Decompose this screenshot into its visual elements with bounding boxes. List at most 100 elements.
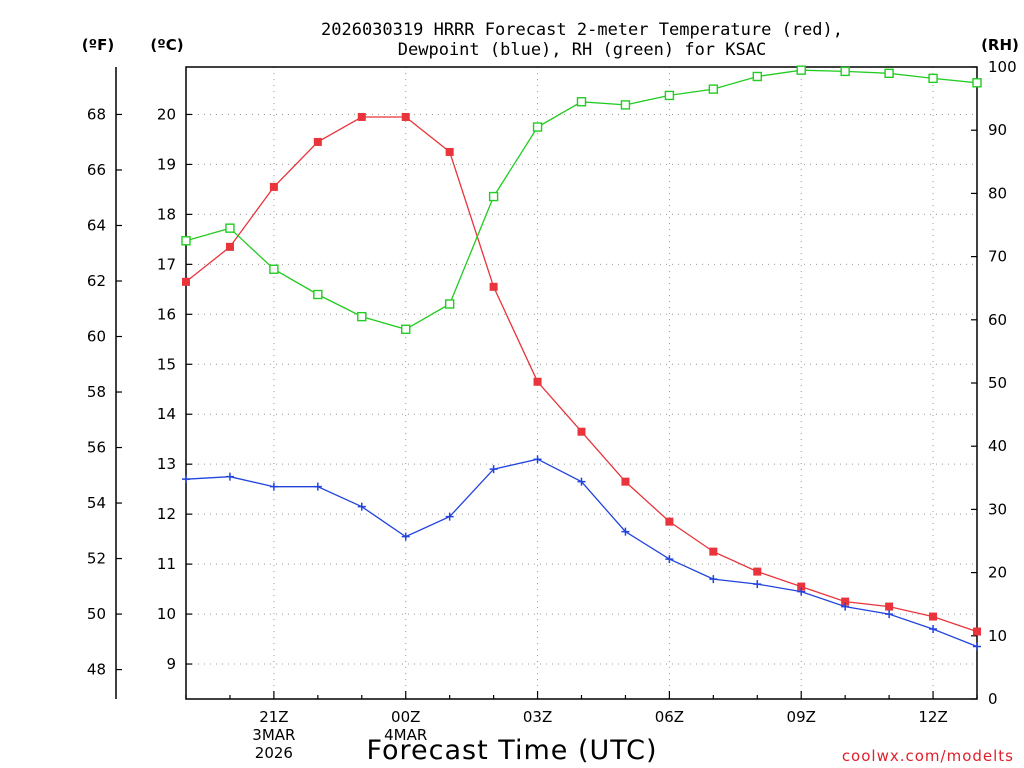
rh-tick-label: 100 (988, 58, 1017, 76)
rh-point (620, 100, 631, 110)
temperature-point (445, 147, 454, 156)
dewpoint-point (929, 625, 938, 634)
grid-lines (186, 67, 977, 699)
rh-point (225, 223, 235, 233)
celsius-tick-label: 19 (157, 155, 176, 173)
dewpoint-point (445, 512, 454, 521)
rh-point (313, 289, 323, 300)
plot-frame (185, 66, 978, 700)
x-tick-label: 09Z (787, 708, 816, 726)
dewpoint-point (225, 472, 234, 481)
temperature-point (269, 182, 278, 191)
celsius-tick-label: 10 (157, 605, 176, 623)
fahrenheit-tick-label: 62 (87, 272, 106, 290)
fahrenheit-tick-label: 52 (87, 550, 106, 568)
chart-title-line-1: 2026030319 HRRR Forecast 2-meter Tempera… (321, 20, 843, 40)
temperature-point (401, 112, 410, 121)
celsius-tick-label: 15 (157, 355, 176, 373)
rh-tick-label: 80 (988, 184, 1007, 202)
celsius-tick-label: 13 (157, 455, 176, 473)
rh-point (444, 299, 455, 309)
dewpoint-point (973, 642, 981, 651)
temperature-point (313, 137, 322, 146)
chart-title-line-2: Dewpoint (blue), RH (green) for KSAC (398, 40, 766, 60)
fahrenheit-tick-label: 68 (87, 105, 106, 123)
rh-point (269, 264, 279, 274)
temperature-point (797, 582, 806, 591)
dewpoint-point (313, 482, 322, 491)
x-tick-label: 12Z (918, 708, 947, 726)
temperature-point (841, 597, 850, 606)
temperature-point (973, 627, 981, 636)
fahrenheit-tick-label: 58 (87, 383, 106, 401)
rh-tick-label: 30 (988, 500, 1007, 518)
celsius-unit-label: (ºC) (150, 36, 183, 54)
fahrenheit-tick-label: 48 (87, 661, 106, 679)
fahrenheit-tick-label: 66 (87, 161, 106, 179)
rh-tick-label: 90 (988, 121, 1007, 139)
rh-point (928, 73, 938, 84)
dewpoint-point (269, 482, 278, 491)
rh-series (181, 65, 982, 334)
celsius-tick-label: 9 (166, 655, 176, 673)
rh-point (708, 84, 719, 94)
rh-point (576, 97, 587, 107)
dewpoint-line (185, 458, 978, 648)
rh-point (357, 311, 367, 322)
celsius-tick-label: 12 (157, 505, 176, 523)
dewpoint-point (357, 502, 366, 511)
rh-tick-label: 50 (988, 374, 1007, 392)
x-tick-label: 06Z (655, 708, 684, 726)
rh-tick-label: 60 (988, 311, 1007, 329)
rh-tick-label: 10 (988, 627, 1007, 645)
celsius-tick-label: 16 (157, 305, 176, 323)
dewpoint-point (841, 602, 850, 611)
fahrenheit-tick-label: 64 (87, 216, 106, 234)
rh-line (185, 69, 978, 331)
dewpoint-point (709, 575, 718, 584)
celsius-tick-label: 14 (157, 405, 176, 423)
rh-unit-label: (RH) (981, 36, 1019, 54)
axis-ticks: 9 10 11 12 13 14 15 16 17 18 19 20 48 50 52 54 56 58 60 62 6… (87, 58, 1017, 762)
x-axis-label: Forecast Time (UTC) (366, 735, 657, 766)
celsius-tick-label: 18 (157, 205, 176, 223)
credit-text: coolwx.com/modelts (842, 747, 1014, 765)
celsius-tick-label: 11 (157, 555, 176, 573)
temperature-point (885, 602, 894, 611)
fahrenheit-unit-label: (ºF) (82, 36, 114, 54)
x-tick-label: 00Z (391, 708, 420, 726)
rh-tick-label: 0 (988, 690, 998, 708)
dewpoint-point (533, 455, 542, 464)
x-tick-label: 4MAR (384, 726, 427, 744)
dewpoint-point (797, 587, 806, 596)
fahrenheit-tick-label: 50 (87, 605, 106, 623)
rh-tick-label: 70 (988, 248, 1007, 266)
dewpoint-point (577, 477, 586, 486)
fahrenheit-tick-label: 56 (87, 439, 106, 457)
temperature-line (185, 116, 978, 633)
fahrenheit-tick-label: 54 (87, 494, 106, 512)
temperature-point (577, 427, 586, 436)
dewpoint-point (885, 610, 894, 619)
x-tick-label: 03Z (523, 708, 552, 726)
dewpoint-point (753, 580, 762, 589)
x-tick-label: 21Z (259, 708, 288, 726)
rh-tick-label: 40 (988, 437, 1007, 455)
x-tick-label: 3MAR (252, 726, 295, 744)
temperature-point (489, 282, 498, 291)
rh-point (488, 191, 499, 202)
dewpoint-series (182, 455, 981, 651)
temperature-point (533, 377, 542, 386)
rh-point (664, 90, 675, 101)
dewpoint-point (182, 475, 190, 484)
rh-point (840, 66, 850, 77)
temperature-point (225, 242, 234, 251)
rh-point (884, 68, 894, 79)
dewpoint-point (665, 555, 674, 564)
temperature-point (665, 517, 674, 526)
temperature-point (753, 567, 762, 576)
rh-point (972, 78, 982, 88)
temperature-point (929, 612, 938, 621)
rh-point (796, 65, 806, 75)
